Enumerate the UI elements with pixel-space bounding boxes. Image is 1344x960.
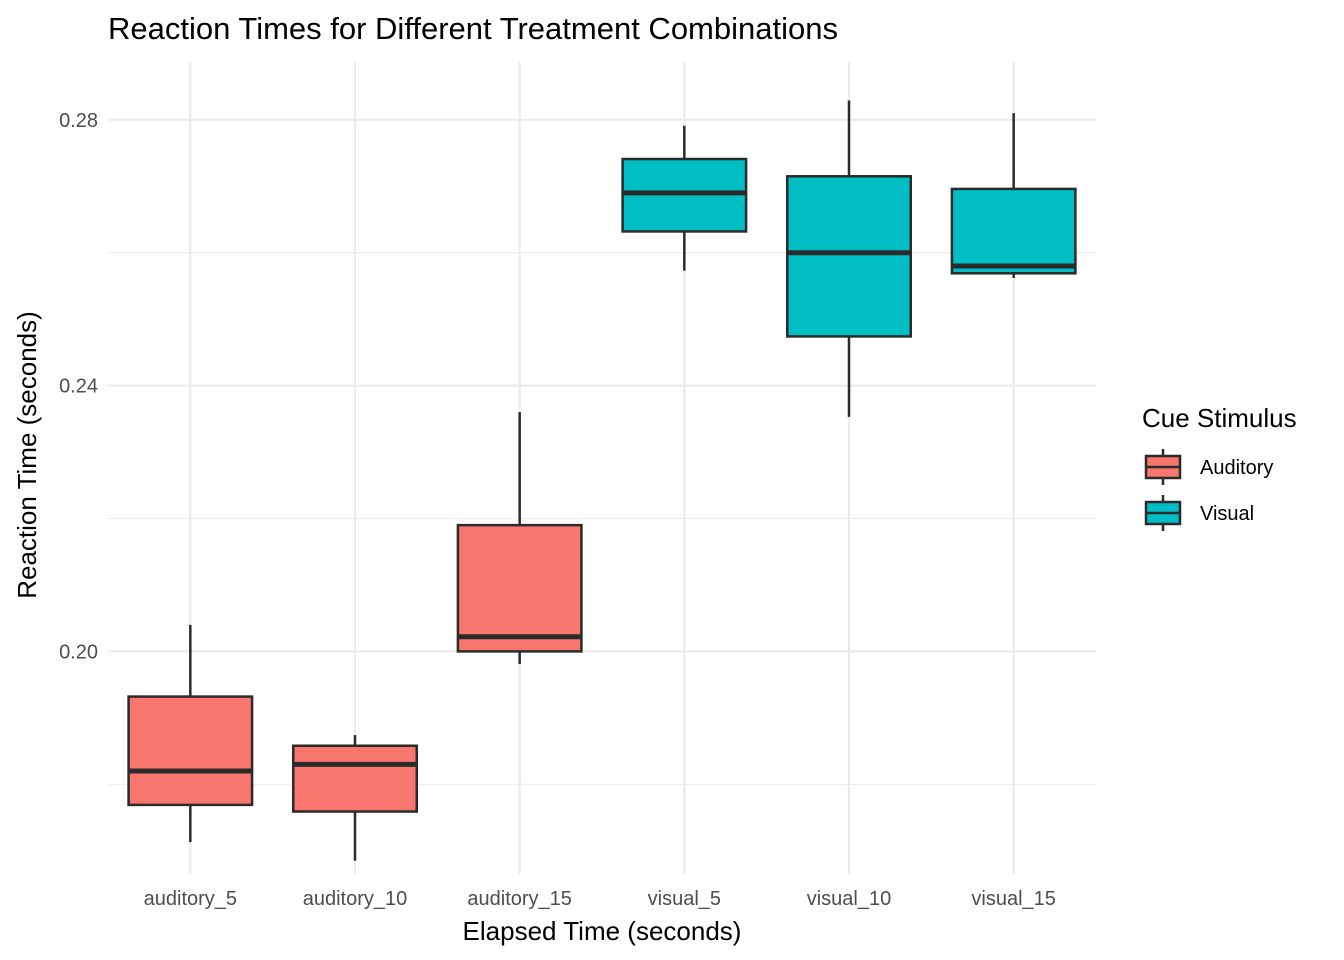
y-tick-label: 0.28 xyxy=(59,110,98,132)
box-visual_15 xyxy=(950,113,1077,278)
box-body xyxy=(292,744,418,813)
box-auditory_5 xyxy=(127,624,254,843)
x-axis-title: Elapsed Time (seconds) xyxy=(463,916,742,946)
y-tick-label: 0.20 xyxy=(59,641,98,663)
x-tick-label: auditory_10 xyxy=(303,888,408,910)
legend-title: Cue Stimulus xyxy=(1142,403,1297,433)
x-tick-label: visual_10 xyxy=(807,888,892,910)
legend-label: Auditory xyxy=(1200,457,1273,479)
box-visual_5 xyxy=(621,125,748,271)
box-series xyxy=(127,100,1077,861)
box-visual_10 xyxy=(786,100,912,417)
legend-item-auditory: Auditory xyxy=(1144,449,1273,485)
legend: Cue Stimulus Auditory Visual xyxy=(1142,403,1297,531)
y-tick-label: 0.24 xyxy=(59,376,98,398)
legend-item-visual: Visual xyxy=(1144,495,1254,531)
x-tick-label: auditory_5 xyxy=(144,888,237,910)
box-body xyxy=(786,175,912,338)
x-tick-label: visual_5 xyxy=(648,888,721,910)
grid-lines xyxy=(108,62,1096,874)
x-tick-label: auditory_15 xyxy=(467,888,572,910)
y-axis-title: Reaction Time (seconds) xyxy=(12,311,42,599)
y-axis-ticks: 0.20 0.24 0.28 xyxy=(59,110,98,664)
x-axis-ticks: auditory_5 auditory_10 auditory_15 visual_5… xyxy=(144,888,1056,910)
box-body xyxy=(950,187,1077,275)
x-tick-label: visual_15 xyxy=(971,888,1056,910)
legend-label: Visual xyxy=(1200,503,1254,525)
box-auditory_15 xyxy=(456,412,583,665)
box-body xyxy=(456,523,583,653)
box-auditory_10 xyxy=(292,735,418,861)
chart-title: Reaction Times for Different Treatment C… xyxy=(108,11,838,46)
box-body xyxy=(127,695,254,807)
